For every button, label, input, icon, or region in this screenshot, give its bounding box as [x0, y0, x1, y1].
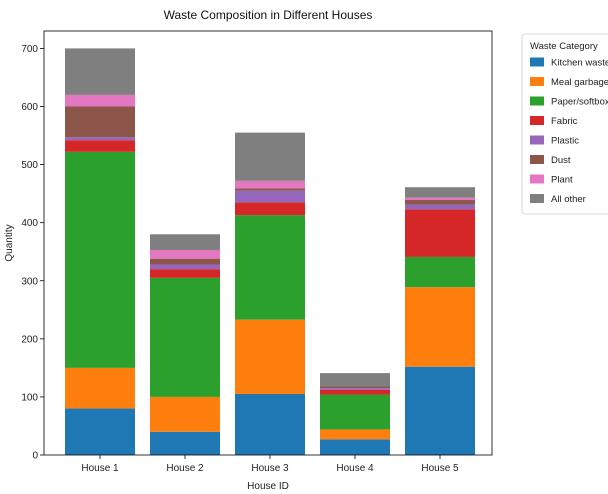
x-tick-label: House 3 [251, 463, 289, 474]
bar-house-4-dust [320, 386, 390, 389]
bar-house-5-kitchen-waste [405, 366, 475, 455]
y-axis: 0 100 200 300 400 500 600 700 [21, 44, 44, 462]
plot-frame [43, 30, 493, 456]
legend-swatch [530, 155, 544, 164]
x-axis-label: House ID [247, 481, 289, 492]
bar-house-5-plant [405, 197, 475, 201]
legend-swatch [530, 174, 544, 184]
bar-house-3-all-other [235, 132, 305, 181]
bar-house-3-dust [235, 188, 305, 191]
bars-layer [65, 48, 475, 455]
bar-house-2-plastic [150, 264, 220, 270]
bar-house-4-kitchen-waste [320, 439, 390, 455]
legend-swatch [530, 57, 544, 67]
bar-house-3-kitchen-waste [235, 394, 305, 455]
bar-house-4-meal-garbage [320, 429, 390, 440]
bar-house-1-plastic [65, 137, 135, 141]
bar-house-2-plant [150, 249, 220, 259]
legend-swatch [530, 135, 544, 145]
bar-house-1-meal-garbage [65, 367, 135, 409]
bar-house-3-paper-softbox [235, 215, 305, 320]
bar-house-2-meal-garbage [150, 396, 220, 432]
legend-entry-label: Meal garbage [551, 77, 608, 88]
y-tick-label: 0 [32, 451, 38, 462]
legend-entry-label: Kitchen waste [551, 58, 608, 69]
bar-house-5-plastic [405, 204, 475, 210]
bar-house-5-paper-softbox [405, 256, 475, 288]
x-axis: House 1 House 2 House 3 House 4 House 5 [81, 455, 459, 474]
y-tick-label: 700 [21, 44, 38, 55]
legend-swatch [530, 96, 544, 106]
x-tick-label: House 1 [81, 463, 119, 474]
legend: Waste Category Kitchen waste Meal garbage… [521, 33, 608, 215]
y-tick-label: 200 [21, 334, 38, 345]
legend-swatch [530, 194, 544, 203]
bar-house-1-dust [65, 106, 135, 138]
bar-house-1-all-other [65, 48, 135, 95]
x-tick-label: House 4 [336, 463, 374, 474]
x-tick-label: House 5 [421, 463, 459, 474]
bar-house-4-fabric [320, 389, 390, 395]
bar-house-2-kitchen-waste [150, 431, 220, 455]
y-tick-label: 100 [21, 392, 38, 403]
bar-house-4-paper-softbox [320, 394, 390, 430]
bar-house-3-meal-garbage [235, 319, 305, 395]
y-tick-label: 300 [21, 276, 38, 287]
x-tick-label: House 2 [166, 463, 204, 474]
bar-house-5-all-other [405, 187, 475, 198]
bar-house-5-dust [405, 200, 475, 205]
bar-house-5-fabric [405, 209, 475, 257]
bar-house-2-all-other [150, 234, 220, 250]
legend-entry-label: Paper/softbox [551, 97, 608, 108]
legend-title: Waste Category [530, 41, 598, 52]
legend-swatch [530, 77, 544, 86]
bar-house-2-dust [150, 258, 220, 265]
bar-house-1-kitchen-waste [65, 408, 135, 455]
legend-entry-label: Plant [551, 175, 573, 186]
bar-house-2-fabric [150, 269, 220, 278]
bar-house-3-fabric [235, 202, 305, 216]
y-tick-label: 600 [21, 102, 38, 113]
bar-house-3-plastic [235, 190, 305, 203]
y-axis-label: Quantity [4, 224, 15, 261]
bar-house-4-all-other [320, 373, 390, 387]
bar-house-1-paper-softbox [65, 151, 135, 368]
bar-house-1-plant [65, 94, 135, 107]
chart-title: Waste Composition in Different Houses [164, 8, 373, 22]
legend-entry-label: Plastic [551, 136, 579, 147]
bar-house-3-plant [235, 180, 305, 189]
y-tick-label: 400 [21, 218, 38, 229]
bar-house-1-fabric [65, 140, 135, 152]
y-tick-label: 500 [21, 160, 38, 171]
legend-entry-label: Fabric [551, 116, 578, 127]
legend-entry-label: Dust [551, 155, 571, 166]
bar-house-5-meal-garbage [405, 287, 475, 367]
legend-swatch [530, 116, 544, 125]
bar-house-4-plastic [320, 388, 390, 390]
bar-house-2-paper-softbox [150, 277, 220, 397]
legend-entry-label: All other [551, 194, 586, 205]
